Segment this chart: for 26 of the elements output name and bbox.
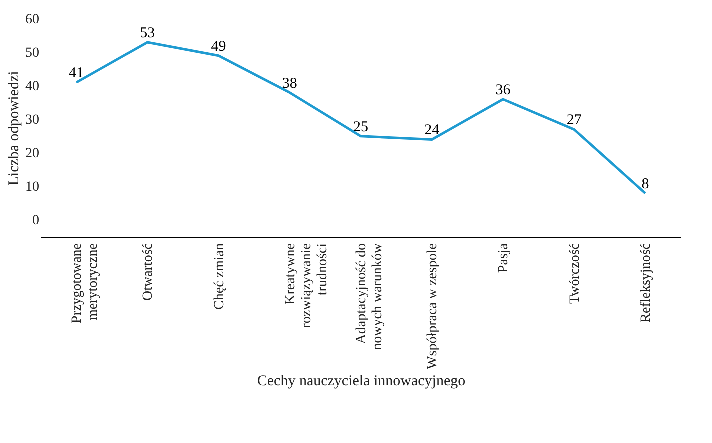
x-axis-title: Cechy nauczyciela innowacyjnego (257, 373, 466, 390)
x-tick-label: Przygotowane merytoryczne (70, 244, 102, 324)
data-label: 25 (354, 119, 368, 136)
y-tick-label: 60 (26, 12, 40, 28)
data-label: 49 (211, 38, 226, 55)
data-label: 38 (282, 76, 298, 92)
y-tick-label: 40 (26, 80, 40, 95)
y-tick-label: 30 (26, 113, 40, 128)
y-tick-label: 50 (26, 46, 40, 62)
data-label: 36 (496, 82, 512, 98)
x-tick-label: Pasja (496, 242, 512, 274)
y-tick-label: 10 (26, 180, 40, 196)
data-label: 27 (566, 112, 582, 129)
data-label: 53 (140, 25, 156, 42)
x-tick-label: Kreatywne rozwiązywanie trudności (283, 243, 330, 328)
y-tick-label: 20 (26, 146, 40, 162)
x-tick-label: Refleksyjność (638, 244, 654, 323)
x-tick-label: Chęć zmian (212, 244, 228, 310)
x-tick-label: Otwartość (141, 244, 156, 302)
data-label: 8 (642, 176, 650, 192)
x-tick-label: Twórczość (568, 244, 583, 304)
x-tick-label: Współpraca w zespole (426, 244, 441, 370)
data-label: 41 (69, 66, 84, 82)
data-label: 24 (424, 122, 440, 139)
y-axis-title: Liczba odpowiedzi (6, 71, 22, 186)
y-tick-label: 0 (32, 214, 40, 229)
